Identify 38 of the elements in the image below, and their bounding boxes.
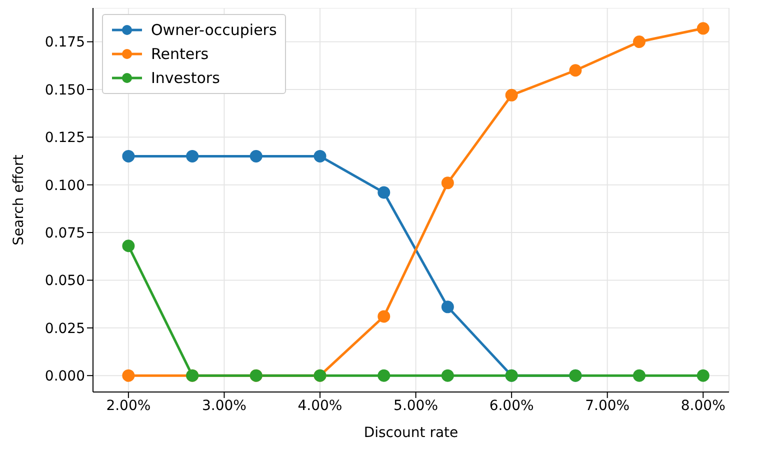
legend-label: Investors <box>151 69 220 87</box>
legend-label: Owner-occupiers <box>151 21 277 39</box>
y-tick-label: 0.000 <box>44 368 85 385</box>
y-tick-label: 0.150 <box>44 82 85 98</box>
point <box>441 176 454 190</box>
x-tick-label: 7.00% <box>585 398 630 414</box>
point <box>122 369 135 382</box>
point <box>696 22 710 35</box>
point <box>569 64 582 77</box>
y-tick-label: 0.100 <box>44 178 85 194</box>
x-tick-label: 3.00% <box>202 398 246 414</box>
point <box>378 310 390 323</box>
x-axis-title: Discount rate <box>364 425 458 441</box>
point <box>696 369 710 382</box>
point <box>122 240 135 252</box>
point <box>633 369 646 382</box>
y-tick-label: 0.025 <box>44 320 85 337</box>
y-axis-title: Search effort <box>10 154 27 246</box>
y-tick-label: 0.075 <box>44 225 85 242</box>
x-tick-label: 6.00% <box>489 398 534 414</box>
point <box>441 300 454 314</box>
point <box>186 150 199 162</box>
y-tick-label: 0.125 <box>44 130 85 146</box>
point <box>378 369 390 382</box>
point <box>250 150 262 162</box>
x-tick-label: 2.00% <box>106 398 151 414</box>
point <box>505 88 518 102</box>
x-tick-label: 5.00% <box>394 398 438 414</box>
point <box>633 36 646 48</box>
point <box>122 150 135 162</box>
y-tick-label: 0.175 <box>44 34 85 51</box>
point <box>314 150 326 162</box>
y-tick-label: 0.050 <box>44 273 85 290</box>
x-tick-label: 8.00% <box>680 398 726 414</box>
point <box>378 186 390 199</box>
legend-label: Renters <box>151 45 209 63</box>
x-tick-label: 4.00% <box>298 398 342 414</box>
point <box>441 369 454 382</box>
